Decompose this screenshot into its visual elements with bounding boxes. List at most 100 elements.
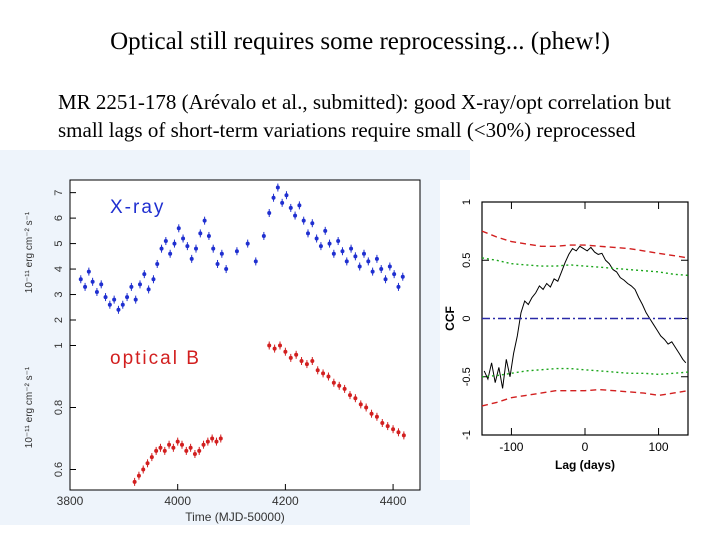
data-point <box>299 359 304 363</box>
y-tick-label: 6 <box>53 215 65 221</box>
data-point <box>331 380 336 385</box>
y-tick-label: 2 <box>53 317 65 323</box>
ccf-series-line-1 <box>481 230 689 259</box>
data-point <box>224 267 229 272</box>
data-point <box>175 439 180 444</box>
optical-panel-label: optical B <box>110 348 201 369</box>
data-point <box>327 241 332 246</box>
data-point <box>198 231 203 236</box>
data-point <box>151 277 156 282</box>
data-point <box>125 295 130 300</box>
data-point <box>344 259 349 264</box>
data-point <box>391 427 396 432</box>
data-point <box>396 284 401 289</box>
data-point <box>267 343 272 348</box>
data-point <box>267 211 272 216</box>
ccf-series-line-2 <box>481 388 689 407</box>
data-point <box>364 405 369 410</box>
data-point <box>374 256 379 261</box>
x-tick-label: 3800 <box>57 494 84 508</box>
xray-panel-label: X-ray <box>110 197 165 218</box>
data-point <box>168 251 173 256</box>
data-point <box>194 246 198 251</box>
light-curve-plot: 2 3 4 5 6 7 10⁻¹¹ erg cm⁻² s⁻¹ X-ray 0.6 0.8 1 10⁻¹… <box>24 179 421 524</box>
data-point <box>211 246 216 251</box>
data-point <box>353 254 358 259</box>
y-tick-label: 1 <box>461 199 473 205</box>
data-point <box>163 239 168 244</box>
data-point <box>271 195 276 200</box>
plot-frame <box>69 179 421 491</box>
data-point <box>380 421 385 425</box>
data-point <box>362 251 366 256</box>
x-tick-label: 4200 <box>272 494 299 508</box>
data-point <box>180 442 184 447</box>
data-point <box>288 355 293 360</box>
y-tick-label: 5 <box>53 241 65 247</box>
data-point <box>284 193 289 198</box>
data-point <box>304 362 309 367</box>
data-point <box>275 185 280 190</box>
data-point <box>331 251 336 256</box>
data-point <box>234 249 239 254</box>
data-point <box>206 233 211 238</box>
data-point <box>154 448 159 453</box>
data-point <box>318 244 323 249</box>
y-tick-label: 7 <box>53 190 65 196</box>
data-point <box>197 448 202 453</box>
data-point <box>306 231 310 236</box>
data-point <box>94 289 99 294</box>
data-point <box>310 359 315 363</box>
data-point <box>326 374 331 379</box>
data-point <box>358 402 363 407</box>
data-point <box>129 284 134 289</box>
data-point <box>145 461 150 466</box>
x-tick-label: 100 <box>649 440 669 454</box>
data-point <box>342 386 347 391</box>
data-point <box>245 241 250 246</box>
data-point <box>184 448 189 453</box>
x-tick-label: 0 <box>582 440 589 454</box>
data-point <box>172 241 177 246</box>
data-point <box>253 259 258 264</box>
y-axis-label: 10⁻¹¹ erg cm⁻² s⁻¹ <box>24 366 35 448</box>
ccf-plot: -1 -0.5 0 0.5 1 -100 0 100 Lag (days) CCF <box>443 199 689 472</box>
y-tick-label: -0.5 <box>461 367 473 386</box>
data-point <box>396 430 401 435</box>
y-tick-label: 0.8 <box>53 400 65 415</box>
data-point <box>210 436 215 441</box>
data-point <box>294 352 299 357</box>
data-point <box>379 267 384 272</box>
data-point <box>337 383 342 388</box>
data-point <box>297 203 302 208</box>
data-point <box>202 218 207 223</box>
data-point <box>340 249 345 254</box>
data-point <box>278 343 282 348</box>
data-point <box>133 297 138 302</box>
data-point <box>374 414 379 419</box>
x-axis-label: Lag (days) <box>555 458 615 472</box>
y-tick-label: -1 <box>461 430 473 440</box>
data-point <box>369 411 374 416</box>
data-point <box>181 236 186 241</box>
data-point <box>205 439 210 444</box>
data-point <box>336 239 341 244</box>
x-tick-label: 4000 <box>164 494 191 508</box>
data-point <box>120 302 125 307</box>
data-point <box>353 396 358 401</box>
data-point <box>288 205 293 210</box>
ccf-series-line-0 <box>483 245 687 389</box>
data-point <box>116 307 121 312</box>
data-point <box>188 445 193 450</box>
data-point <box>167 442 172 447</box>
y-tick-label: 3 <box>53 291 65 297</box>
data-point <box>158 445 163 450</box>
data-point <box>383 277 388 282</box>
data-point <box>401 433 406 438</box>
data-point <box>370 269 375 274</box>
y-tick-label: 0.5 <box>461 253 473 268</box>
y-tick-label: 0 <box>461 315 473 321</box>
data-point <box>162 448 167 453</box>
data-point <box>78 277 83 282</box>
data-point <box>261 233 266 238</box>
